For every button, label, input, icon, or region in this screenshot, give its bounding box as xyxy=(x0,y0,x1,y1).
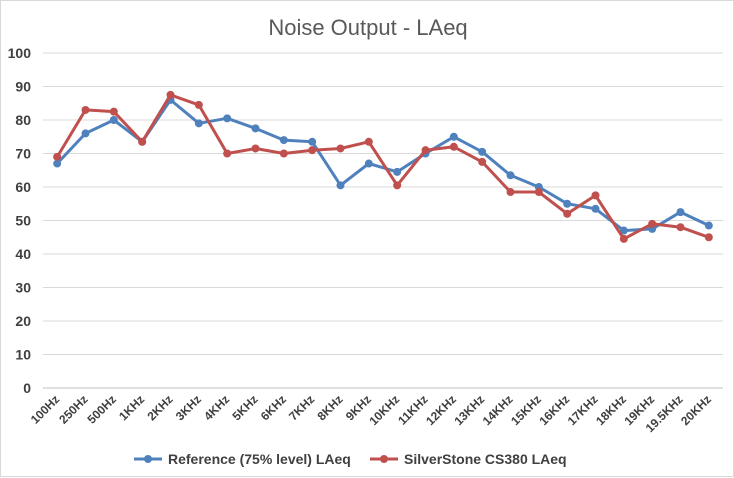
legend-label: SilverStone CS380 LAeq xyxy=(404,451,567,467)
data-point xyxy=(393,167,402,176)
data-point xyxy=(619,226,628,235)
data-point xyxy=(364,137,373,146)
data-point xyxy=(109,107,118,116)
y-tick-label: 90 xyxy=(15,79,31,95)
data-point xyxy=(478,157,487,166)
x-tick-label: 18KHz xyxy=(593,392,629,428)
data-point xyxy=(223,149,232,158)
gridlines xyxy=(43,52,723,389)
data-point xyxy=(534,188,543,197)
data-point xyxy=(251,124,260,133)
x-tick-label: 15KHz xyxy=(508,392,544,428)
data-point xyxy=(308,146,317,155)
x-tick-label: 20KHz xyxy=(678,392,714,428)
x-tick-label: 250Hz xyxy=(56,392,90,426)
x-tick-label: 2KHz xyxy=(144,392,175,423)
data-point xyxy=(194,100,203,109)
y-tick-label: 30 xyxy=(15,280,31,296)
y-tick-label: 50 xyxy=(15,213,31,229)
legend: Reference (75% level) LAeq SilverStone CS… xyxy=(134,451,567,467)
x-tick-label: 14KHz xyxy=(480,392,516,428)
series-line xyxy=(55,93,711,241)
x-tick-label: 7KHz xyxy=(286,392,317,423)
series-2 xyxy=(53,90,713,243)
x-tick-label: 11KHz xyxy=(395,392,430,427)
data-point xyxy=(393,181,402,190)
data-point xyxy=(648,219,657,228)
data-point xyxy=(563,209,572,218)
x-tick-label: 500Hz xyxy=(85,392,119,426)
legend-swatch-marker xyxy=(144,455,152,463)
data-point xyxy=(81,105,90,114)
data-point xyxy=(53,152,62,161)
x-tick-label: 6KHz xyxy=(258,392,289,423)
legend-item: SilverStone CS380 LAeq xyxy=(370,451,567,467)
y-tick-label: 10 xyxy=(15,347,31,363)
data-point xyxy=(166,90,175,99)
x-tick-label: 8KHz xyxy=(314,392,345,423)
data-point xyxy=(279,149,288,158)
data-point xyxy=(251,144,260,153)
data-point xyxy=(591,191,600,200)
data-point xyxy=(478,147,487,156)
x-tick-label: 17KHz xyxy=(565,392,601,428)
data-point xyxy=(563,199,572,208)
data-point xyxy=(194,119,203,128)
chart-title: Noise Output - LAeq xyxy=(268,15,467,40)
x-tick-label: 10KHz xyxy=(366,392,402,428)
legend-item: Reference (75% level) LAeq xyxy=(134,451,351,467)
data-point xyxy=(591,204,600,213)
x-tick-label: 5KHz xyxy=(229,392,260,423)
legend-swatch-marker xyxy=(380,455,388,463)
series-layer xyxy=(53,90,713,243)
data-point xyxy=(704,221,713,230)
x-axis-ticks: 100Hz250Hz500Hz1KHz2KHz3KHz4KHz5KHz6KHz7… xyxy=(28,392,714,435)
data-point xyxy=(308,137,317,146)
x-tick-label: 13KHz xyxy=(451,392,487,428)
x-tick-label: 3KHz xyxy=(173,392,204,423)
data-point xyxy=(364,159,373,168)
x-tick-label: 16KHz xyxy=(536,392,572,428)
y-axis-ticks: 0 10 20 30 40 50 60 70 80 90 100 xyxy=(8,45,32,396)
data-point xyxy=(619,234,628,243)
y-tick-label: 70 xyxy=(15,146,31,162)
data-point xyxy=(336,181,345,190)
data-point xyxy=(676,208,685,217)
data-point xyxy=(676,223,685,232)
y-tick-label: 60 xyxy=(15,179,31,195)
x-tick-label: 4KHz xyxy=(201,392,232,423)
data-point xyxy=(506,171,515,180)
data-point xyxy=(336,144,345,153)
y-tick-label: 40 xyxy=(15,246,31,262)
series-1 xyxy=(53,95,713,235)
data-point xyxy=(138,137,147,146)
x-tick-label: 100Hz xyxy=(28,392,62,426)
series-line xyxy=(55,98,711,233)
data-point xyxy=(449,142,458,151)
data-point xyxy=(449,132,458,141)
x-tick-label: 12KHz xyxy=(423,392,459,428)
data-point xyxy=(506,188,515,197)
data-point xyxy=(704,233,713,242)
data-point xyxy=(279,136,288,145)
data-point xyxy=(53,159,62,168)
data-point xyxy=(223,114,232,123)
data-point xyxy=(109,116,118,124)
data-point xyxy=(81,129,90,138)
y-tick-label: 80 xyxy=(15,112,31,128)
y-tick-label: 0 xyxy=(23,380,31,396)
y-tick-label: 20 xyxy=(15,313,31,329)
data-point xyxy=(421,146,430,155)
x-tick-label: 1KHz xyxy=(116,392,147,423)
legend-label: Reference (75% level) LAeq xyxy=(168,451,351,467)
y-tick-label: 100 xyxy=(8,45,32,61)
